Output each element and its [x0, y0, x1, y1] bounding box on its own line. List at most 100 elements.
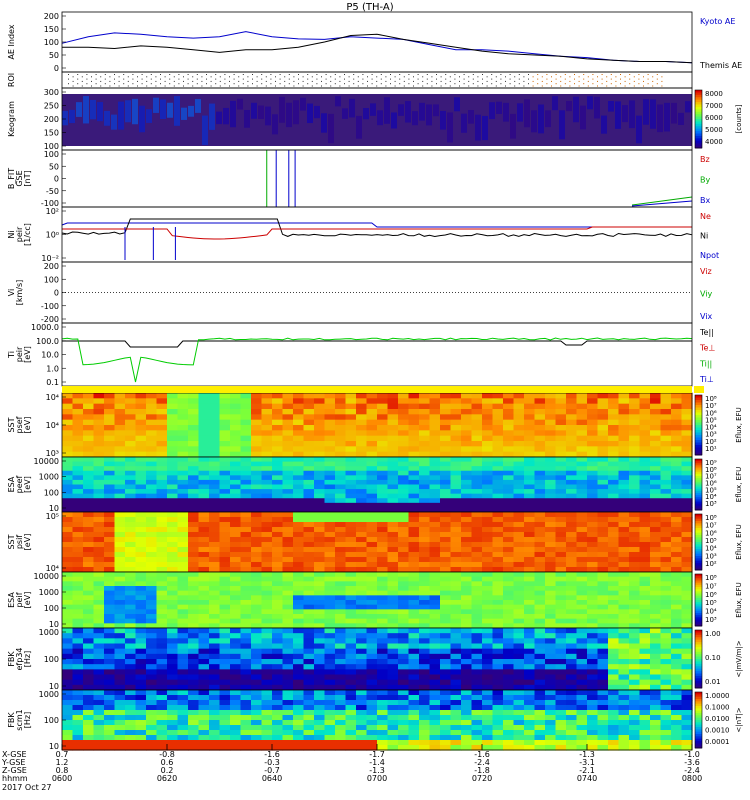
esa_i-cell — [629, 614, 641, 620]
esa_e-cell — [440, 475, 452, 481]
fbk2-cell — [492, 740, 504, 746]
keogram-cell — [321, 113, 327, 133]
esa_e-cell — [156, 493, 168, 499]
fbk1-cell — [419, 684, 431, 691]
sst_i-cbar-cell — [695, 535, 702, 538]
fbk1-cell — [681, 653, 693, 660]
fbk1-cell — [114, 643, 126, 650]
roi-dot — [178, 74, 180, 75]
sst_i-cbar-cell — [695, 563, 702, 566]
fbk1-cell — [83, 679, 95, 686]
fbk1-cell — [387, 638, 399, 645]
fbk2-cell — [534, 690, 546, 696]
fbk1-cell — [282, 659, 294, 665]
fbk1-cell — [650, 653, 662, 660]
sst_i-cell — [629, 532, 641, 538]
esa_e-cell — [576, 493, 588, 499]
esa_e-cell — [671, 498, 683, 504]
fbk1-cell — [72, 648, 84, 655]
esa_e-cell — [534, 475, 546, 481]
esa_e-cell — [156, 502, 168, 509]
esa_e-cell — [366, 479, 378, 486]
esa_i-cbar-frame — [694, 573, 703, 627]
fbk2-cell — [366, 705, 378, 711]
sst_i-cbar-cell — [695, 518, 702, 522]
esa_e-cell — [177, 470, 189, 476]
keogram-cell — [496, 101, 502, 114]
esa_i-cell — [492, 576, 504, 582]
sst_i-cell — [387, 562, 399, 568]
sst_e-cell — [156, 441, 168, 447]
esa_e-cell — [608, 502, 620, 509]
fbk1-cell — [324, 633, 336, 639]
sst_i-cell — [230, 557, 242, 563]
fbk2-cell — [156, 745, 168, 751]
fbk1-cell — [503, 674, 515, 681]
fbk1-cell — [660, 679, 672, 686]
sst_i-cell — [324, 522, 336, 528]
esa_e-cell — [566, 457, 578, 463]
esa_e-cell — [125, 470, 137, 476]
esa_e-cell — [209, 502, 221, 509]
esa_i-cell — [513, 600, 525, 606]
fbk2-cell — [471, 740, 483, 746]
roi-dot — [173, 80, 175, 82]
sst_i-cell — [513, 522, 525, 528]
sst_i-cell — [566, 557, 578, 563]
fbk1-cell — [629, 653, 641, 660]
fbk1-cell — [534, 669, 546, 676]
esa_e-cell — [419, 466, 431, 472]
sst_e-cell — [356, 393, 368, 399]
roi-dot — [334, 83, 336, 85]
fbk2-cell — [387, 725, 399, 731]
fbk2-cell — [219, 730, 231, 736]
fbk2-cell — [366, 730, 378, 736]
fbk1-cell — [545, 643, 557, 650]
fbk1-cell — [293, 643, 305, 650]
sst_i-cell — [188, 537, 200, 543]
fbk2-cell — [83, 725, 95, 731]
sst_e-cell — [524, 430, 536, 437]
esa_e-cell — [492, 466, 504, 472]
roi-dot — [238, 76, 240, 78]
ni-ytick: 10² — [46, 207, 59, 216]
esa_i-cell — [377, 614, 389, 620]
keogram-cbar-cell — [695, 102, 702, 105]
fbk2-cell — [345, 710, 357, 716]
fbk2-cell — [230, 745, 242, 751]
sst_i-cell — [177, 562, 189, 568]
esa_i-cell — [660, 595, 672, 601]
esa_e-cell — [513, 479, 525, 486]
roi-dot — [656, 78, 658, 80]
sst_i-cell — [356, 562, 368, 568]
sst_e-cell — [524, 414, 536, 421]
sst_i-cell — [419, 517, 431, 523]
sst_i-cell — [513, 512, 525, 518]
esa_i-cell — [419, 581, 431, 587]
sst_e-cell — [639, 414, 651, 421]
sst_e-cbar-tick: 10⁷ — [705, 402, 717, 410]
fbk1-cell — [377, 659, 389, 665]
fbk2-cell — [335, 690, 347, 696]
fbk1-cell — [408, 638, 420, 645]
esa_i-cell — [209, 595, 221, 601]
sst_e-cell — [198, 430, 210, 437]
esa_e-cell — [146, 466, 158, 472]
fbk2-cell — [261, 725, 273, 731]
ae-ytick: 150 — [44, 25, 59, 34]
sst_e-cell — [576, 393, 588, 399]
fbk2-cell — [240, 690, 252, 696]
roi-dot — [215, 83, 217, 85]
sst_e-cell — [461, 425, 473, 431]
esa_e-cell — [356, 466, 368, 472]
sst_e-cell — [188, 441, 200, 447]
sst_i-cell — [293, 547, 305, 553]
roi-dot — [316, 83, 318, 85]
fbk1-cell — [177, 659, 189, 665]
sst_e-cell — [356, 435, 368, 442]
sst_e-cell — [104, 430, 116, 437]
fbk2-cell — [219, 735, 231, 741]
roi-dot — [293, 85, 295, 87]
esa_i-cell — [387, 623, 399, 629]
fbk2-cell — [356, 705, 368, 711]
